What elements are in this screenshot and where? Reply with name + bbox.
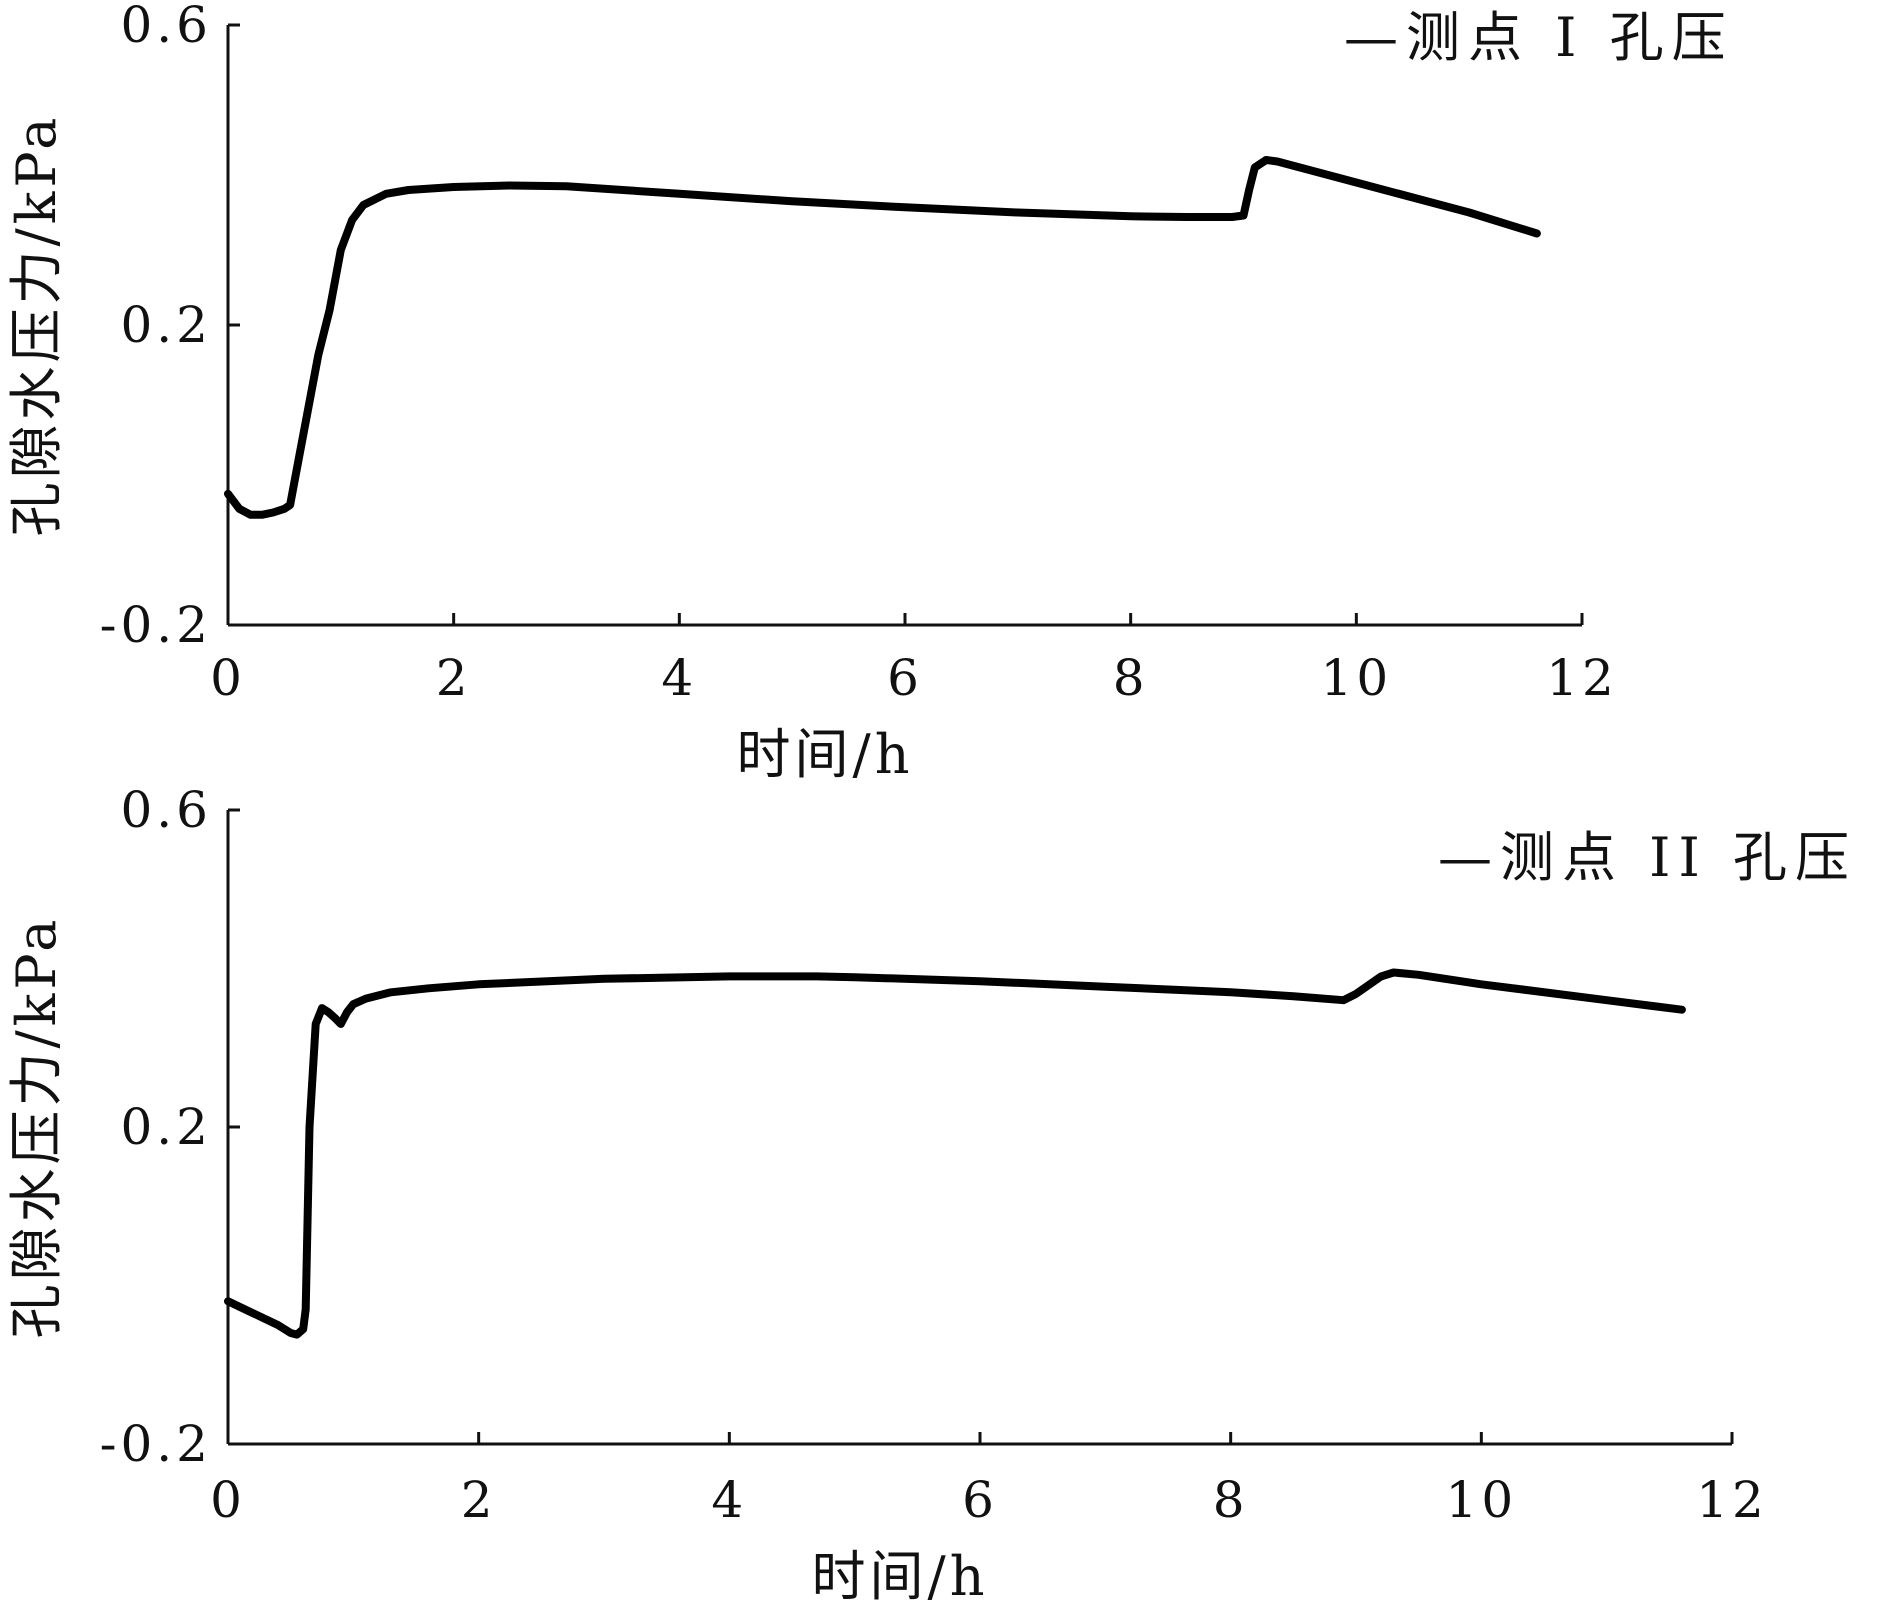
x-tick-label: 4 <box>661 649 697 707</box>
x-tick-label: 8 <box>1113 649 1149 707</box>
x-tick-label: 12 <box>1546 649 1618 707</box>
series-line-1 <box>224 156 1541 519</box>
chart-panel-1: 0 2 4 6 8 10 12 -0.2 0.2 0.6 时间/h 孔隙水压力/kPa —测点 I 孔压 <box>5 0 1734 786</box>
x-tick-label: 10 <box>1321 649 1393 707</box>
x-tick-label: 8 <box>1213 1471 1249 1529</box>
x-axis-title: 时间/h <box>737 723 914 786</box>
legend-label: —测点 I 孔压 <box>1344 6 1734 69</box>
x-tick-label: 12 <box>1696 1471 1768 1529</box>
y-tick-label: -0.2 <box>100 1415 212 1473</box>
x-tick-label: 6 <box>962 1471 998 1529</box>
x-tick-label: 10 <box>1446 1471 1518 1529</box>
x-tick-label: 4 <box>711 1471 747 1529</box>
x-tick-label: 2 <box>436 649 472 707</box>
y-tick-label: 0.2 <box>120 1098 212 1156</box>
series-line-2 <box>224 968 1686 1339</box>
y-tick-label: 0.6 <box>120 781 212 839</box>
y-axis-title: 孔隙水压力/kPa <box>5 113 68 536</box>
chart-panel-2: 0 2 4 6 8 10 12 -0.2 0.2 0.6 时间/h 孔隙水压力/kPa —测点 II 孔… <box>5 781 1857 1608</box>
legend-label: —测点 II 孔压 <box>1438 826 1857 889</box>
x-tick-label: 2 <box>461 1471 497 1529</box>
y-tick-label: 0.6 <box>120 0 212 54</box>
y-axis-title: 孔隙水压力/kPa <box>5 915 68 1338</box>
x-tick-label: 0 <box>210 649 246 707</box>
x-tick-label: 6 <box>887 649 923 707</box>
x-axis-title: 时间/h <box>812 1545 989 1608</box>
x-tick-label: 0 <box>210 1471 246 1529</box>
y-tick-label: -0.2 <box>100 596 212 654</box>
y-tick-label: 0.2 <box>120 296 212 354</box>
